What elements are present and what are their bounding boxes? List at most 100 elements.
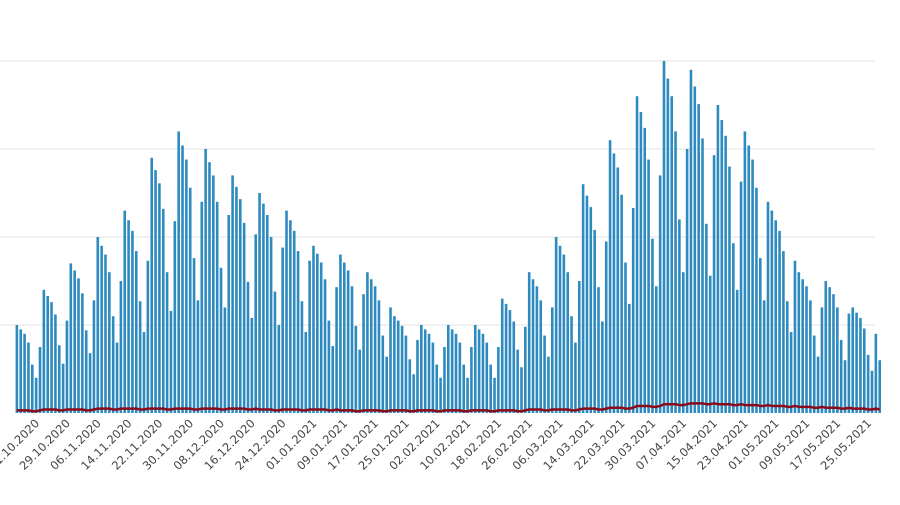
bar — [635, 96, 639, 413]
bar — [65, 320, 69, 413]
bar — [828, 287, 831, 413]
bar — [728, 166, 731, 413]
bar — [470, 347, 473, 413]
bar — [161, 208, 165, 413]
bar — [589, 207, 593, 413]
bar — [643, 127, 647, 413]
bar — [296, 251, 300, 413]
bar — [859, 317, 862, 413]
bar — [420, 325, 423, 413]
bar — [462, 364, 466, 413]
bar — [123, 210, 127, 413]
bar — [396, 320, 400, 413]
bar — [246, 281, 250, 413]
bar — [231, 175, 234, 413]
bar — [212, 175, 215, 413]
bar — [535, 286, 539, 413]
bar — [489, 364, 492, 413]
bar — [269, 237, 273, 413]
bar — [88, 353, 92, 413]
bar — [192, 258, 196, 413]
bar — [289, 220, 292, 413]
bar — [354, 325, 358, 413]
bar — [431, 342, 435, 413]
bar — [508, 310, 512, 413]
bar — [331, 346, 335, 413]
bar — [169, 310, 173, 413]
bar — [308, 260, 311, 413]
bar — [674, 131, 677, 413]
bar — [874, 333, 878, 413]
bar — [762, 300, 766, 413]
bar — [373, 286, 377, 413]
bar — [50, 302, 53, 413]
bar — [158, 183, 161, 413]
bar — [493, 377, 496, 413]
bar — [639, 112, 643, 413]
bar — [119, 281, 123, 413]
bar — [701, 138, 704, 413]
bar — [805, 286, 808, 413]
bar — [42, 289, 46, 413]
bar — [381, 335, 385, 413]
bar — [693, 86, 697, 414]
bar — [327, 320, 331, 413]
bar — [369, 279, 373, 413]
bar — [111, 316, 115, 413]
bar — [720, 119, 724, 414]
bar — [654, 286, 658, 413]
bar — [770, 210, 774, 413]
bar — [200, 201, 204, 413]
bar — [181, 145, 184, 414]
bar — [188, 187, 192, 413]
bar — [785, 301, 789, 413]
bar — [27, 342, 30, 413]
bar — [593, 229, 596, 413]
bar — [678, 219, 681, 413]
bar — [616, 167, 620, 413]
bar — [408, 359, 412, 413]
bar — [716, 105, 720, 413]
bar — [697, 104, 700, 414]
bar — [809, 300, 812, 413]
bar — [115, 342, 119, 413]
bar — [323, 279, 327, 413]
bar — [497, 347, 500, 413]
bar — [550, 307, 554, 413]
bar — [570, 316, 573, 413]
bar — [366, 272, 369, 413]
bar — [585, 195, 589, 413]
bar — [23, 333, 26, 413]
bar — [350, 286, 354, 413]
bar — [878, 360, 882, 413]
bar — [485, 342, 489, 413]
bar — [173, 221, 177, 413]
bar — [242, 222, 246, 413]
bar — [439, 377, 442, 413]
bar — [681, 272, 685, 413]
bar — [670, 96, 674, 413]
bar — [262, 203, 265, 413]
bar — [824, 281, 828, 413]
bar — [377, 300, 381, 413]
bar — [446, 325, 450, 413]
bar — [316, 253, 319, 413]
bar — [454, 333, 458, 413]
bar — [812, 335, 816, 413]
bar — [435, 364, 439, 413]
bar — [215, 201, 219, 413]
bar — [500, 298, 504, 413]
bar — [662, 61, 666, 413]
line — [16, 402, 880, 413]
bar — [481, 333, 485, 413]
bar — [84, 330, 88, 413]
bar — [335, 287, 338, 413]
bar — [416, 339, 419, 413]
bar — [104, 254, 107, 413]
bar — [339, 254, 342, 413]
bar — [319, 262, 323, 413]
bar — [554, 237, 558, 413]
bar — [304, 332, 308, 413]
bar — [19, 329, 23, 413]
bar — [30, 364, 34, 413]
